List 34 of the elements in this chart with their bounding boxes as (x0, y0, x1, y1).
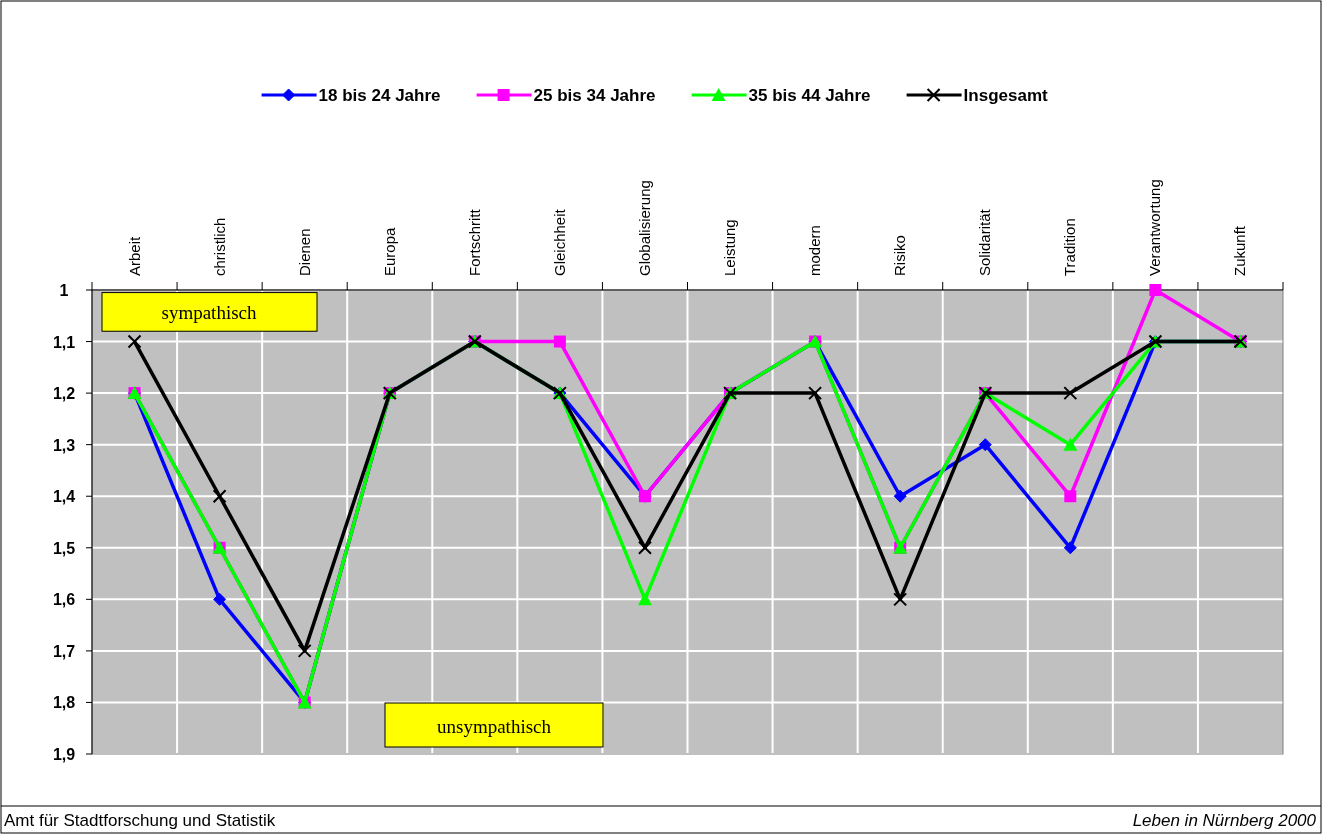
annotation: sympathisch (161, 301, 257, 323)
x-tick-label: modern (806, 225, 824, 276)
legend-label: 35 bis 44 Jahre (748, 86, 871, 105)
x-tick-label: Solidarität (976, 208, 994, 276)
x-tick-label: Risiko (891, 235, 909, 276)
x-tick-label: Tradition (1061, 218, 1079, 276)
x-tick-label: Fortschritt (465, 208, 483, 276)
x-tick-label: christlich (210, 217, 228, 276)
text: Leben in Nürnberg 2000 (1132, 811, 1317, 830)
x-tick-label: Dienen (295, 228, 313, 276)
x-tick-label: Verantwortung (1146, 179, 1164, 276)
y-tick-label: 1,5 (52, 539, 76, 557)
annotation: unsympathisch (437, 716, 552, 737)
x-tick-label: Leistung (721, 219, 739, 276)
y-tick-label: 1,8 (52, 694, 76, 712)
x-tick-label: Globalisierung (635, 180, 653, 276)
y-tick-label: 1,2 (52, 385, 76, 403)
y-tick-label: 1,1 (52, 333, 76, 351)
y-tick-label: 1,6 (52, 591, 76, 609)
legend-label: Insgesamt (963, 86, 1049, 105)
y-tick-label: 1,7 (52, 642, 76, 660)
text: Amt für Stadtforschung und Statistik (4, 811, 276, 830)
label-box: unsympathisch (384, 702, 604, 748)
y-tick-label: 1,3 (52, 436, 76, 454)
legend-label: 25 bis 34 Jahre (533, 86, 656, 105)
x-tick-label: Zukunft (1231, 225, 1249, 276)
x-tick-label: Arbeit (125, 235, 143, 276)
y-tick-label: 1 (59, 282, 69, 299)
label-box: sympathisch (101, 292, 318, 332)
x-tick-label: Gleichheit (550, 208, 568, 276)
legend-label: 18 bis 24 Jahre (318, 86, 441, 105)
x-tick-label: Europa (380, 226, 398, 276)
y-tick-label: 1,4 (52, 488, 76, 506)
y-tick-label: 1,9 (52, 746, 76, 763)
